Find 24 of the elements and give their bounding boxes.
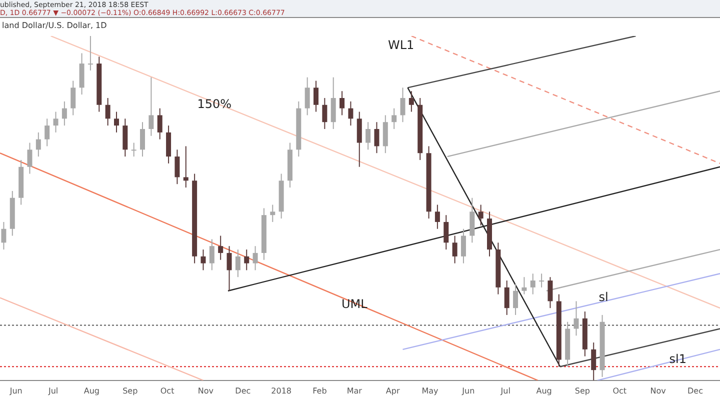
x-tick-label: Feb <box>312 386 327 396</box>
x-tick-label: Dec <box>235 386 251 396</box>
x-tick-label: Dec <box>687 386 703 396</box>
x-tick-label: 2018 <box>271 386 292 396</box>
x-tick-label: May <box>422 386 439 396</box>
annotation: sl1 <box>669 352 686 366</box>
x-tick-label: Jul <box>500 386 510 396</box>
x-tick-label: Oct <box>612 386 627 396</box>
x-tick-label: Sep <box>122 386 138 396</box>
x-tick-label: Nov <box>650 386 666 396</box>
x-tick-label: Aug <box>536 386 552 396</box>
annotation: sl <box>598 290 608 304</box>
x-tick-label: Mar <box>346 386 363 396</box>
annotation: 150% <box>197 97 232 112</box>
x-tick-label: Aug <box>84 386 100 396</box>
x-tick-label: Jun <box>461 386 475 396</box>
x-tick-label: Sep <box>574 386 590 396</box>
annotation: WL1 <box>388 38 414 52</box>
chart-title: land Dollar/U.S. Dollar, 1D <box>2 21 107 30</box>
x-tick-label: Nov <box>198 386 214 396</box>
x-tick-label: Jun <box>8 386 22 396</box>
x-tick-label: Apr <box>386 386 400 396</box>
x-tick-label: Oct <box>160 386 174 396</box>
x-tick-label: Jul <box>47 386 58 396</box>
